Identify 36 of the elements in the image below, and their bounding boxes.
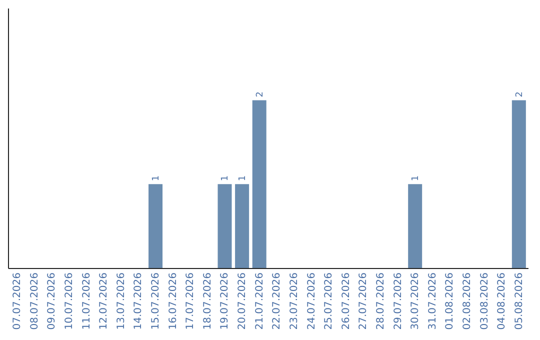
x-tick-label: 02.08.2026 <box>462 272 473 330</box>
x-tick-label: 03.08.2026 <box>479 272 490 330</box>
x-tick-label: 30.07.2026 <box>410 272 422 330</box>
x-tick-label: 29.07.2026 <box>392 272 404 330</box>
x-tick-label: 07.07.2026 <box>12 272 24 330</box>
x-tick-label: 19.07.2026 <box>220 272 231 330</box>
x-tick-label: 09.07.2026 <box>46 272 58 330</box>
x-tick-label: 28.07.2026 <box>375 272 386 330</box>
x-tick-label: 04.08.2026 <box>496 272 508 330</box>
x-tick-label: 05.08.2026 <box>514 272 525 330</box>
x-tick-label: 14.07.2026 <box>133 272 144 330</box>
x-tick-label: 16.07.2026 <box>168 272 179 330</box>
x-tick-label: 23.07.2026 <box>288 272 300 330</box>
data-label: 2 <box>514 92 525 98</box>
x-tick-label: 17.07.2026 <box>185 272 196 330</box>
data-label: 1 <box>220 175 231 182</box>
x-tick-label: 01.08.2026 <box>444 272 456 330</box>
x-tick-label: 08.07.2026 <box>29 272 40 330</box>
x-tick-label: 18.07.2026 <box>202 272 214 330</box>
data-label: 2 <box>255 92 266 98</box>
x-tick-label: 11.07.2026 <box>81 272 92 330</box>
data-label: 1 <box>152 175 162 182</box>
x-tick-label: 10.07.2026 <box>64 272 75 330</box>
x-tick-label: 31.07.2026 <box>427 272 438 330</box>
x-tick-label: 25.07.2026 <box>324 272 335 330</box>
x-tick-label: 12.07.2026 <box>98 272 110 330</box>
data-label: 1 <box>411 175 422 182</box>
x-tick-label: 13.07.2026 <box>116 272 127 330</box>
x-tick-label: 20.07.2026 <box>237 272 248 330</box>
x-tick-label: 15.07.2026 <box>150 272 162 330</box>
data-label: 1 <box>238 175 248 182</box>
x-tick-label: 24.07.2026 <box>306 272 318 330</box>
x-tick-label: 26.07.2026 <box>340 272 352 330</box>
x-tick-label: 22.07.2026 <box>272 272 283 330</box>
x-tick-label: 21.07.2026 <box>254 272 266 330</box>
x-tick-label: 27.07.2026 <box>358 272 370 330</box>
